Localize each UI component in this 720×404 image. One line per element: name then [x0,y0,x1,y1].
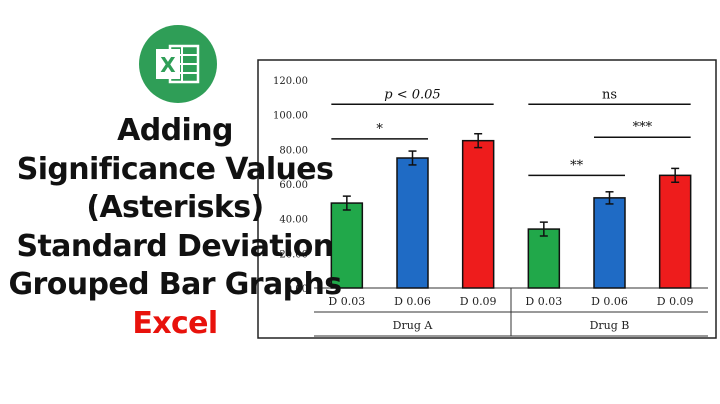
x-tick-label: D 0.06 [591,295,628,308]
bar [593,197,626,289]
y-tick-label: 120.00 [273,76,308,87]
title-line-1: Adding [117,113,233,148]
title-line-2: Significance Values [16,151,334,187]
excel-logo-letter: X [160,53,176,77]
bar [527,228,561,289]
significance-label: ** [570,158,584,173]
bar [461,139,495,289]
y-tick-label: 100.00 [273,111,308,122]
x-tick-label: D 0.09 [460,295,497,308]
title-line-4: Standard Deviation [16,228,334,264]
video-title: Adding Significance Values (Asterisks) S… [0,112,350,343]
y-tick-label: 40.00 [279,215,308,226]
significance-label: ns [602,87,617,102]
y-tick-label: 0.00 [286,284,308,295]
y-tick-label: 80.00 [279,145,308,156]
significance-label: *** [633,120,653,135]
group-label: Drug B [590,319,630,332]
x-tick-label: D 0.03 [525,295,562,308]
group-label: Drug A [393,319,434,332]
title-line-3: (Asterisks) [86,190,264,225]
x-tick-label: D 0.09 [657,295,694,308]
bar [396,157,429,289]
title-line-5: Grouped Bar Graphs [8,267,342,302]
title-line-excel: Excel [132,305,218,341]
y-tick-label: 20.00 [279,249,308,260]
excel-logo-tile [156,49,180,79]
x-tick-label: D 0.03 [328,295,365,308]
y-tick-label: 60.00 [279,180,308,191]
x-tick-label: D 0.06 [394,295,431,308]
bar [658,174,692,289]
significance-label: * [376,122,383,137]
excel-logo-icon: X [139,25,217,103]
significance-label: p < 0.05 [384,87,440,102]
